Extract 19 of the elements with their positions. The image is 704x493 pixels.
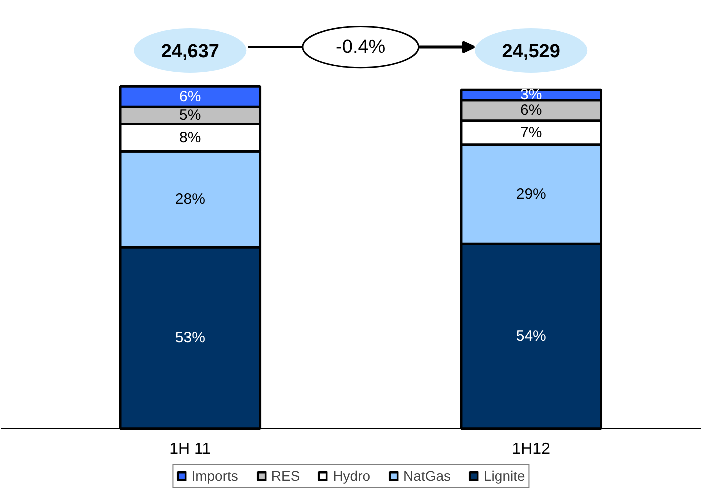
legend-label: Hydro	[333, 468, 371, 484]
data-label: 7%	[520, 124, 542, 142]
legend-label: Lignite	[484, 468, 526, 484]
text: 24,529	[502, 42, 560, 63]
data-label: 5%	[180, 107, 202, 124]
data-label: 28%	[175, 191, 206, 208]
legend-label: Imports	[192, 468, 238, 484]
data-label: 53%	[175, 330, 206, 347]
x-tick-label: 1H 11	[170, 440, 212, 458]
text: -0.4%	[336, 36, 386, 58]
data-label: 8%	[180, 129, 202, 146]
data-label: 54%	[516, 328, 546, 345]
legend-label: NatGas	[404, 468, 452, 484]
text: 24,637	[161, 42, 220, 63]
x-tick-label: 1H12	[512, 440, 551, 458]
legend-label: RES	[271, 468, 300, 484]
data-label: 6%	[520, 102, 542, 120]
data-label: 6%	[180, 88, 202, 106]
data-label: 29%	[516, 186, 546, 203]
